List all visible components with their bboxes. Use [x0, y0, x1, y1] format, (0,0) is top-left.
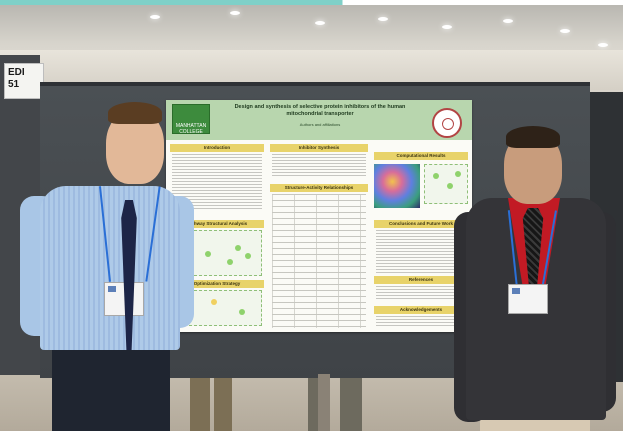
poster-header: [166, 100, 472, 140]
section-header: Optimization Strategy: [170, 280, 264, 288]
ceiling-light: [378, 17, 388, 21]
board-number-card: EDI 51: [4, 63, 44, 99]
section-text: [272, 154, 366, 178]
protein-structure-image: [374, 164, 420, 208]
person-right-tie: [522, 208, 544, 294]
background-person-legs: [214, 376, 232, 431]
section-header: Introduction: [170, 144, 264, 152]
section-header: Conclusions and Future Work: [374, 220, 468, 228]
top-color-bar: [0, 0, 623, 5]
section-header: Inhibitor Synthesis: [270, 144, 368, 152]
section-header: Acknowledgements: [374, 306, 468, 314]
person-right-hair: [506, 126, 560, 148]
board-stand: [318, 374, 330, 431]
section-text: [376, 230, 466, 274]
ceiling-light: [150, 15, 160, 19]
section-text: [376, 286, 466, 300]
college-logo: MANHATTAN COLLEGE: [172, 104, 210, 135]
person-left-hair: [108, 102, 162, 124]
section-header: Computational Results: [374, 152, 468, 160]
section-header: References: [374, 276, 468, 284]
section-header: Structure-Activity Relationships: [270, 184, 368, 192]
research-poster: MANHATTAN COLLEGE Design and synthesis o…: [166, 100, 472, 332]
poster-title: Design and synthesis of selective protei…: [234, 104, 406, 117]
data-table: [272, 194, 366, 328]
person-left-trousers: [52, 340, 170, 431]
ceiling-light: [315, 21, 325, 25]
background-person-legs: [190, 376, 210, 431]
section-text: [376, 316, 466, 328]
ceiling-light: [442, 25, 452, 29]
poster-authors: Authors and affiliations: [299, 122, 341, 127]
person-right-name-badge: [508, 284, 548, 314]
ceiling-light: [598, 43, 608, 47]
ceiling-light: [230, 11, 240, 15]
background-person-legs: [340, 374, 362, 431]
person-left-shirt: [40, 186, 180, 350]
seal-logo: [432, 108, 462, 138]
molecule-diagram: [424, 164, 468, 204]
section-header: Pathway Structural Analysis: [170, 220, 264, 228]
ceiling-light: [503, 19, 513, 23]
person-left-tie: [121, 200, 137, 350]
ceiling-light: [560, 29, 570, 33]
